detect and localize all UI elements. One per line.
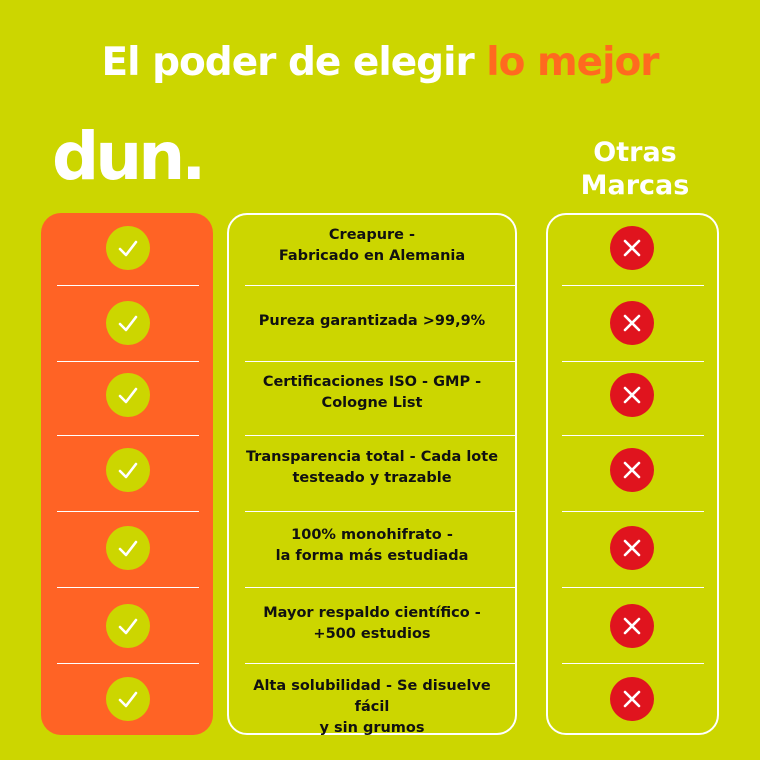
feature-text: Transparencia total - Cada lote testeado … <box>235 447 509 489</box>
cross-icon <box>610 373 654 417</box>
separator <box>57 587 199 588</box>
cross-icon <box>610 677 654 721</box>
check-icon <box>106 604 150 648</box>
separator <box>245 435 517 436</box>
other-brands-header: Otras Marcas <box>580 137 690 201</box>
cross-icon <box>610 604 654 648</box>
title: El poder de elegir lo mejor <box>0 40 760 85</box>
separator <box>562 587 704 588</box>
check-icon <box>106 301 150 345</box>
feature-line: la forma más estudiada <box>275 548 469 564</box>
feature-text: Pureza garantizada >99,9% <box>235 311 509 332</box>
feature-line: Mayor respaldo científico - <box>263 605 481 621</box>
feature-line: Transparencia total - Cada lote <box>245 449 499 465</box>
brand-logo: dun. <box>52 118 206 195</box>
separator <box>562 361 704 362</box>
separator <box>562 663 704 664</box>
separator <box>57 285 199 286</box>
separator <box>562 511 704 512</box>
feature-line: Pureza garantizada >99,9% <box>258 312 486 329</box>
feature-line: +500 estudios <box>313 626 431 642</box>
feature-line: Alta solubilidad - Se disuelve fácil <box>253 678 491 715</box>
cross-icon <box>610 448 654 492</box>
separator <box>57 361 199 362</box>
feature-line: Fabricado en Alemania <box>278 248 466 264</box>
separator <box>57 435 199 436</box>
separator <box>245 285 517 286</box>
feature-text: Alta solubilidad - Se disuelve fácil y si… <box>235 676 509 739</box>
check-icon <box>106 373 150 417</box>
separator <box>245 361 517 362</box>
separator <box>57 511 199 512</box>
feature-text: 100% monohifrato - la forma más estudiada <box>235 525 509 567</box>
feature-text: Mayor respaldo científico - +500 estudios <box>235 603 509 645</box>
separator <box>245 587 517 588</box>
feature-line: Certificaciones ISO - GMP - <box>262 374 482 390</box>
cross-icon <box>610 526 654 570</box>
separator <box>562 285 704 286</box>
check-icon <box>106 526 150 570</box>
cross-icon <box>610 301 654 345</box>
feature-column <box>227 213 517 735</box>
check-icon <box>106 448 150 492</box>
feature-line: testeado y trazable <box>292 470 452 486</box>
feature-line: Cologne List <box>321 395 423 411</box>
title-main: El poder de elegir <box>101 40 474 85</box>
feature-line: y sin grumos <box>319 720 425 736</box>
feature-text: Creapure - Fabricado en Alemania <box>235 225 509 267</box>
check-icon <box>106 677 150 721</box>
check-icon <box>106 226 150 270</box>
other-column <box>546 213 719 735</box>
feature-line: 100% monohifrato - <box>291 527 453 543</box>
title-highlight: lo mejor <box>486 40 659 85</box>
cross-icon <box>610 226 654 270</box>
separator <box>245 663 517 664</box>
separator <box>57 663 199 664</box>
separator <box>245 511 517 512</box>
feature-line: Creapure - <box>328 227 416 243</box>
separator <box>562 435 704 436</box>
feature-text: Certificaciones ISO - GMP - Cologne List <box>235 372 509 414</box>
